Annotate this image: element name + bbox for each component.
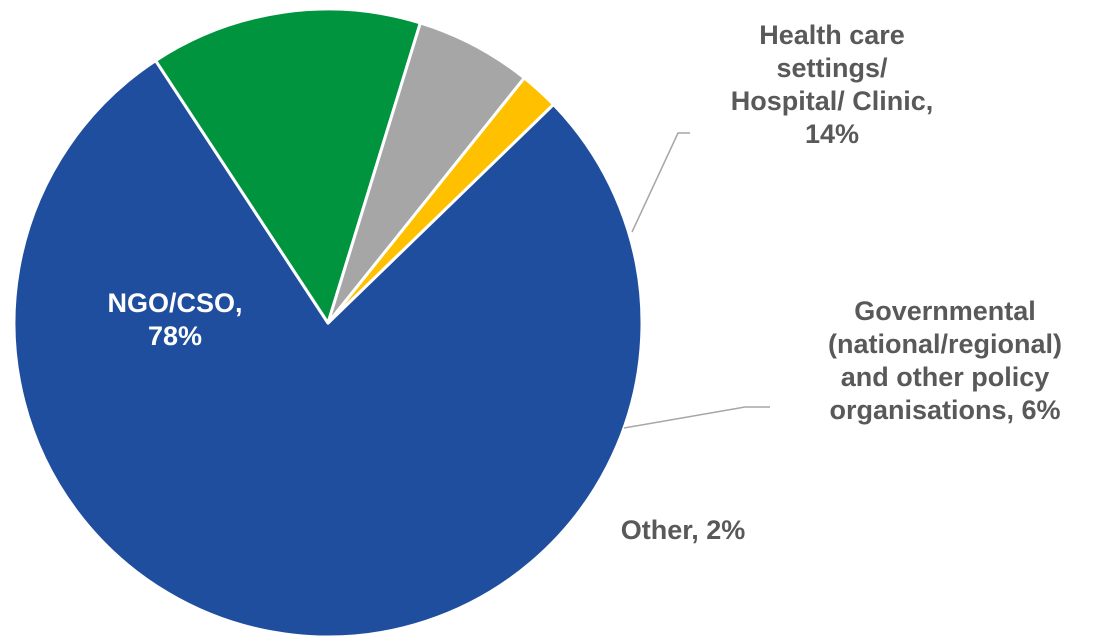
slice-label: Governmental (national/regional) and other… xyxy=(828,296,1062,425)
slice-label-line: (national/regional) xyxy=(828,329,1062,359)
slice-label-line: organisations, 6% xyxy=(829,395,1060,425)
slice-label-line: 78% xyxy=(148,321,202,351)
slice-label-line: Governmental xyxy=(854,296,1036,326)
slice-label-line: and other policy xyxy=(841,362,1050,392)
pie-slice xyxy=(154,7,422,325)
leader-line xyxy=(631,132,690,233)
slice-label: Other, 2% xyxy=(621,515,746,545)
slice-label: Health care settings/Hospital/ Clinic, 14% xyxy=(731,20,934,149)
slice-label-line: settings/ xyxy=(776,53,888,83)
slice-label-line: Health care xyxy=(759,20,905,50)
pie-slice xyxy=(326,21,526,325)
pie-slice xyxy=(12,59,644,639)
slice-label-line: Other, 2% xyxy=(621,515,746,545)
slice-label: NGO/CSO, 78% xyxy=(107,288,242,351)
pie-slice xyxy=(326,76,555,325)
slice-label-line: NGO/CSO, xyxy=(107,288,242,318)
slice-label-line: 14% xyxy=(805,119,859,149)
leader-line xyxy=(623,406,770,429)
slice-label-line: Hospital/ Clinic, xyxy=(731,86,934,116)
